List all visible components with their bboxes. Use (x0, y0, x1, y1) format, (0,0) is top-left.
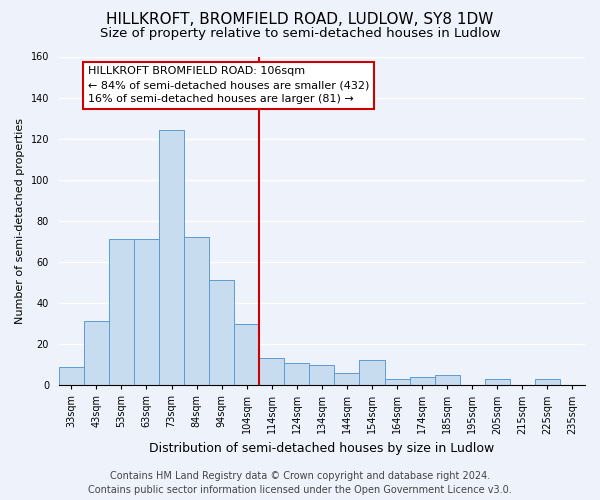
Bar (410, 377, 434, 385)
Text: HILLKROFT, BROMFIELD ROAD, LUDLOW, SY8 1DW: HILLKROFT, BROMFIELD ROAD, LUDLOW, SY8 1… (106, 12, 494, 28)
Bar (259, 358, 284, 385)
Bar (109, 240, 134, 385)
Text: HILLKROFT BROMFIELD ROAD: 106sqm
← 84% of semi-detached houses are smaller (432): HILLKROFT BROMFIELD ROAD: 106sqm ← 84% o… (88, 66, 369, 104)
Bar (184, 238, 209, 385)
Bar (334, 373, 359, 385)
Bar (485, 379, 510, 385)
Bar (359, 360, 385, 385)
Bar (84, 322, 109, 385)
Bar (159, 130, 184, 385)
Bar (234, 324, 259, 385)
Text: Contains HM Land Registry data © Crown copyright and database right 2024.
Contai: Contains HM Land Registry data © Crown c… (88, 471, 512, 495)
Bar (310, 364, 334, 385)
X-axis label: Distribution of semi-detached houses by size in Ludlow: Distribution of semi-detached houses by … (149, 442, 494, 455)
Bar (284, 362, 310, 385)
Bar (134, 240, 159, 385)
Y-axis label: Number of semi-detached properties: Number of semi-detached properties (15, 118, 25, 324)
Bar (385, 379, 410, 385)
Bar (535, 379, 560, 385)
Text: Size of property relative to semi-detached houses in Ludlow: Size of property relative to semi-detach… (100, 28, 500, 40)
Bar (434, 375, 460, 385)
Bar (209, 280, 234, 385)
Bar (59, 366, 84, 385)
